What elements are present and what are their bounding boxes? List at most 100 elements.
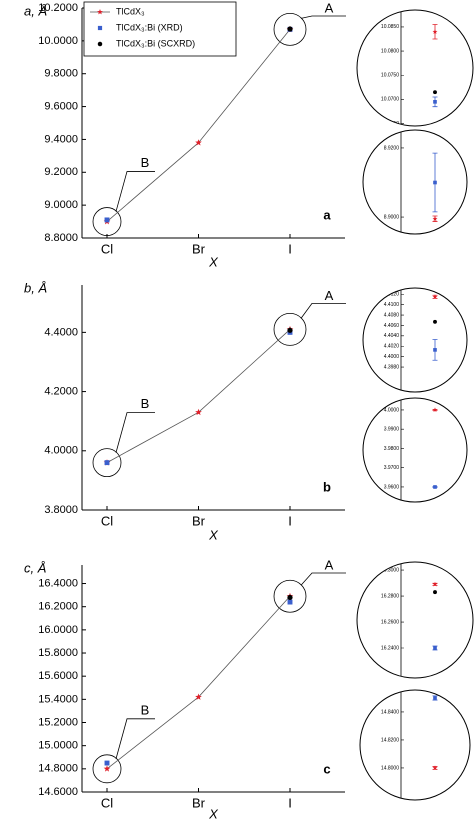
star-marker	[103, 765, 111, 772]
y-tick-label: 4.0000	[44, 445, 78, 457]
inset-tick-label: 10.0800	[381, 48, 399, 54]
y-tick-label: 3.8000	[44, 504, 78, 516]
square-marker	[104, 760, 110, 766]
annotation-text: A	[325, 557, 334, 572]
star-marker	[432, 765, 438, 771]
series-line	[106, 329, 291, 463]
square-marker	[287, 599, 293, 605]
inset-tick-label: 3.9900	[384, 427, 400, 433]
inset-tick-label: 3.9800	[384, 446, 400, 452]
inset-tick-label: 16.3000	[381, 567, 399, 573]
x-tick-label: Cl	[101, 513, 113, 528]
y-tick-label: 9.4000	[44, 133, 78, 145]
inset-tick-label: 14.8400	[381, 709, 399, 715]
inset-tick-label: 3.9600	[384, 484, 400, 490]
inset-tick-label: 14.8200	[381, 737, 399, 743]
annotation-text: B	[141, 155, 150, 170]
y-tick-label: 15.2000	[38, 716, 78, 728]
inset-tick-label: 4.4120	[384, 292, 400, 298]
square-marker	[433, 696, 437, 700]
star-marker	[432, 216, 438, 221]
star-marker	[432, 29, 438, 34]
inset-tick-label: 14.8000	[381, 765, 399, 771]
y-tick-label: 9.2000	[44, 166, 78, 178]
square-marker	[433, 100, 437, 104]
legend-box	[83, 1, 237, 57]
annotation-text: A	[325, 0, 334, 15]
y-axis-title: b, Å	[24, 280, 47, 295]
circle-marker	[433, 90, 437, 95]
inset-tick-label: 8.9000	[384, 214, 400, 220]
legend-marker	[97, 41, 103, 47]
inset: 14.8000 14.8200 14.8400	[381, 690, 438, 800]
y-tick-label: 16.0000	[38, 624, 78, 636]
inset-tick-label: 4.4080	[384, 312, 400, 318]
inset-circle	[362, 129, 468, 235]
inset-tick-label: 10.0700	[381, 97, 399, 103]
inset: 16.2400 16.2600 16.2800 16.3000	[381, 562, 438, 678]
y-tick-label: 4.2000	[44, 385, 78, 397]
panel-label: a	[323, 207, 331, 222]
inset-tick-label: 4.4100	[384, 302, 400, 308]
annotation-circle	[273, 579, 307, 613]
x-axis-title: X	[208, 527, 219, 542]
annotation-leader	[300, 303, 346, 319]
inset-circle	[362, 287, 468, 393]
circle-marker	[287, 26, 293, 32]
inset-tick-label: 4.4060	[384, 323, 400, 329]
series-line	[106, 29, 291, 222]
annotation-leader	[115, 171, 155, 212]
y-tick-label: 8.8000	[44, 232, 78, 244]
y-tick-label: 9.0000	[44, 199, 78, 211]
inset-tick-label: 16.2600	[381, 619, 399, 625]
inset-circle	[356, 9, 474, 127]
inset: 4.3980 4.4000 4.4020 4.4040 4.4060 4.4080 4.41…	[384, 288, 438, 392]
inset-tick-label: 16.2400	[381, 645, 399, 651]
square-marker	[104, 460, 110, 466]
star-marker	[432, 407, 438, 413]
annotation-circle	[92, 754, 122, 784]
annotation-text: A	[325, 288, 334, 303]
square-marker	[433, 485, 437, 489]
square-marker	[433, 348, 437, 352]
inset-tick-label: 8.9200	[384, 145, 400, 151]
legend-label: TlCdX₃	[116, 6, 145, 16]
star-marker	[432, 294, 438, 299]
x-axis-title: X	[208, 254, 219, 269]
inset-tick-label: 4.4000	[384, 354, 400, 360]
annotation-leader	[300, 572, 346, 586]
inset-tick-label: 4.4040	[384, 333, 400, 339]
x-axis-title: X	[208, 806, 219, 821]
y-tick-label: 9.8000	[44, 68, 78, 80]
y-axis-title: a, Å	[24, 3, 47, 18]
y-tick-label: 15.6000	[38, 670, 78, 682]
y-axis-title: c, Å	[24, 560, 46, 575]
x-tick-label: Br	[192, 795, 206, 810]
y-tick-label: 10.0000	[38, 35, 78, 47]
star-marker	[195, 139, 202, 146]
y-tick-label: 15.4000	[38, 693, 78, 705]
annotation-circle	[273, 12, 307, 46]
y-tick-label: 14.6000	[38, 786, 78, 798]
inset-tick-label: 3.9700	[384, 465, 400, 471]
x-tick-label: I	[288, 795, 292, 810]
y-tick-label: 15.0000	[38, 740, 78, 752]
inset-tick-label: 4.3980	[384, 364, 400, 370]
square-marker	[104, 217, 110, 223]
y-tick-label: 16.4000	[38, 577, 78, 589]
y-tick-label: 10.2000	[38, 2, 78, 14]
annotation-leader	[115, 412, 155, 453]
legend-marker	[97, 9, 103, 15]
y-tick-label: 16.2000	[38, 601, 78, 613]
annotation-leader	[300, 15, 346, 19]
x-tick-label: Cl	[101, 795, 113, 810]
square-marker	[433, 180, 437, 185]
inset-circle	[362, 397, 468, 503]
inset-tick-label: 4.0000	[384, 407, 400, 413]
x-tick-label: I	[288, 241, 292, 256]
x-tick-label: Cl	[101, 241, 113, 256]
annotation-text: B	[141, 702, 150, 717]
inset: 8.9000 8.9200	[384, 130, 438, 234]
annotation-circle	[92, 207, 122, 236]
